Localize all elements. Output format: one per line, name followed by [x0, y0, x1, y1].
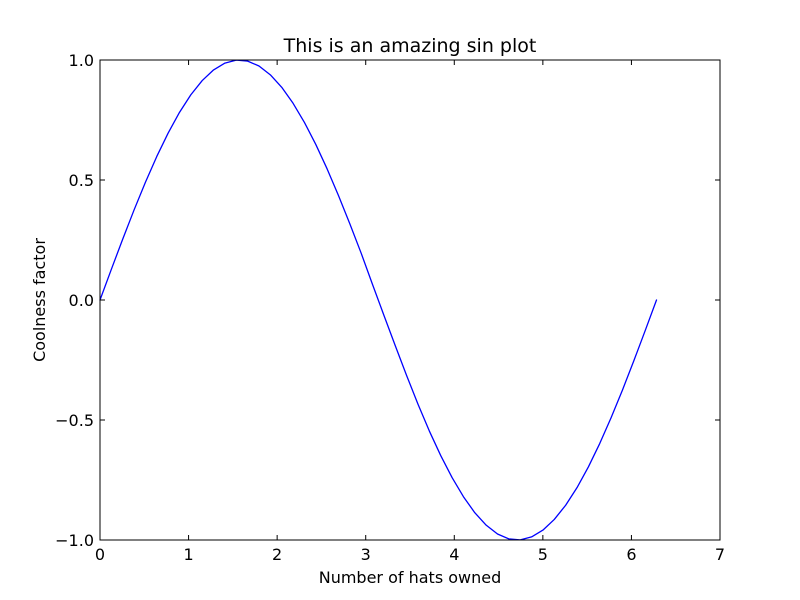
series-line-0 [99, 59, 658, 541]
x-tick-label: 6 [626, 545, 636, 564]
x-tick-label: 3 [361, 545, 371, 564]
x-tick-label: 5 [538, 545, 548, 564]
x-axis-label: Number of hats owned [319, 568, 502, 587]
x-tick-label: 0 [95, 545, 105, 564]
y-tick-label: −1.0 [55, 531, 94, 550]
y-tick-label: 1.0 [69, 51, 94, 70]
x-tick-label: 7 [715, 545, 725, 564]
series-layer [99, 59, 658, 541]
plot-area [100, 60, 720, 540]
y-tick-label: 0.5 [69, 171, 94, 190]
x-tick-label: 4 [449, 545, 459, 564]
chart-title: This is an amazing sin plot [283, 35, 537, 57]
plot-frame [99, 59, 721, 541]
y-tick-label: −0.5 [55, 411, 94, 430]
x-axis-ticks: 0 1 2 3 4 5 6 7 [95, 60, 725, 564]
x-tick-label: 2 [272, 545, 282, 564]
y-axis-label: Coolness factor [30, 238, 49, 362]
x-tick-label: 1 [183, 545, 193, 564]
y-tick-label: 0.0 [69, 291, 94, 310]
